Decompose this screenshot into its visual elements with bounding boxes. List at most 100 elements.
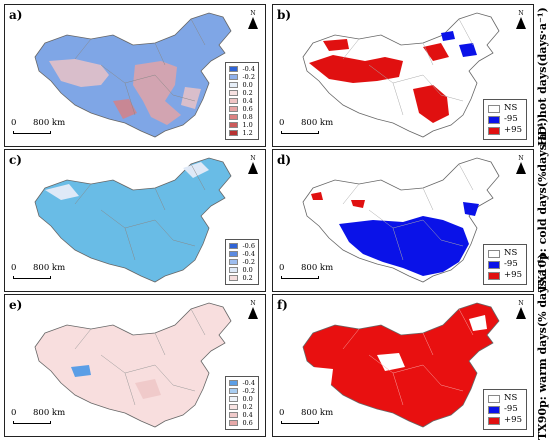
pink-region [49,59,109,87]
legend-swatch [229,420,239,426]
legend-entry: -0.4 [229,379,255,387]
scale-bar: 0 800 km [279,118,339,140]
north-arrow-icon: N [247,301,259,319]
panel-d: d) N 0 800 km NS -95 +95 [272,149,534,292]
legend-entry: -0.2 [229,73,255,81]
panel-b: b) N 0 800 km NS -95 +95 [272,4,534,147]
legend-entry: +95 [488,125,522,136]
legend-entry: NS [488,248,522,259]
legend-entry: +95 [488,270,522,281]
north-arrow-icon: N [247,156,259,174]
legend-label: +95 [504,415,522,425]
legend-entry: +95 [488,415,522,426]
legend-label: NS [504,248,518,258]
panel-label: a) [9,8,23,22]
scale-bar: 0 800 km [279,408,339,430]
province-lines [74,308,206,406]
legend-label: -0.4 [242,250,255,258]
legend-swatch [229,130,239,136]
legend-label: 0.2 [242,89,253,97]
panel-f: f) N 0 800 km NS -95 +95 [272,294,534,437]
legend-label: 0.0 [242,266,253,274]
legend-entry: -0.4 [229,250,255,258]
light-region [45,184,79,200]
pink-region [135,379,161,399]
map-f [302,302,500,428]
panel-e: e) N 0 800 km -0.4 -0.2 0.0 0.2 0.4 0.6 [4,294,266,437]
pink-region [181,87,201,109]
legend-entry: NS [488,103,522,114]
legend-entry: -0.4 [229,65,255,73]
legend-label: 0.8 [242,113,253,121]
blue-region [339,216,469,276]
legend-entry: 0.6 [229,105,255,113]
legend-label: -0.6 [242,242,255,250]
map-e [34,302,232,428]
legend-label: -95 [504,404,518,414]
legend-entry: 0.2 [229,274,255,282]
legend-swatch [488,249,501,258]
scale-bar: 0 800 km [11,408,71,430]
legend-label: 0.2 [242,274,253,282]
red-region [351,200,365,208]
legend-label: -0.2 [242,387,255,395]
legend-swatch [229,275,239,281]
legend-swatch [229,243,239,249]
panel-label: f) [277,298,288,312]
legend-label: -95 [504,259,518,269]
pink-region [133,61,181,125]
legend-entry: 0.4 [229,97,255,105]
legend-swatch [229,396,239,402]
legend-label: 0.0 [242,81,253,89]
province-lines [342,18,474,116]
legend-entry: 0.0 [229,266,255,274]
legend-swatch [488,104,501,113]
legend-entry: 0.6 [229,419,255,427]
legend-label: -0.4 [242,379,255,387]
legend-entry: 0.2 [229,89,255,97]
north-arrow-icon: N [515,156,527,174]
panel-a: a) N 0 800 km -0.4 -0.2 0.0 0.2 0.4 0.6 0.8 1.0 1… [4,4,266,147]
legend-label: 0.0 [242,395,253,403]
legend-swatch [229,66,239,72]
white-region [313,367,333,385]
north-arrow-icon: N [515,11,527,29]
legend-label: 0.6 [242,105,253,113]
pink-region [113,99,137,119]
legend-entry: 0.0 [229,81,255,89]
red-region [323,39,349,51]
legend-label: NS [504,103,518,113]
red-region [413,85,449,123]
province-lines [342,163,474,261]
legend-entry: 1.2 [229,129,255,137]
panel-label: b) [277,8,292,22]
legend-entry: -0.2 [229,258,255,266]
legend-swatch [488,394,501,403]
blue-region [71,365,91,377]
map-b [302,12,500,138]
legend: -0.4 -0.2 0.0 0.2 0.4 0.6 [225,376,259,430]
province-lines [342,308,474,406]
legend-label: 0.4 [242,97,253,105]
red-region [309,55,403,83]
legend-label: -0.2 [242,258,255,266]
legend-swatch [229,90,239,96]
legend-entry: 0.4 [229,411,255,419]
scale-bar: 0 800 km [279,263,339,285]
legend-swatch [488,416,501,425]
legend-swatch [488,271,501,280]
blue-region [463,202,479,216]
province-lines [74,18,206,116]
legend-entry: 0.2 [229,403,255,411]
legend-entry: -95 [488,404,522,415]
legend-swatch [229,114,239,120]
panel-c: c) N 0 800 km -0.6 -0.4 -0.2 0.0 0.2 [4,149,266,292]
scale-bar: 0 800 km [11,263,71,285]
legend-label: -95 [504,114,518,124]
legend-entry: -0.6 [229,242,255,250]
legend-swatch [229,404,239,410]
legend: -0.4 -0.2 0.0 0.2 0.4 0.6 0.8 1.0 1.2 [225,62,259,140]
legend-swatch [229,106,239,112]
north-arrow-icon: N [247,11,259,29]
map-d [302,157,500,283]
